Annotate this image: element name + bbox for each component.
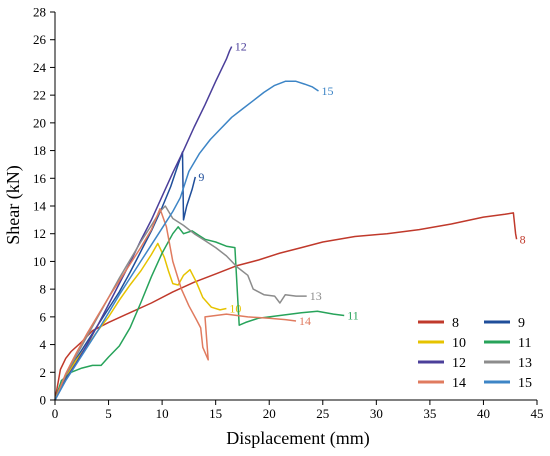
y-axis-title: Shear (kN) bbox=[3, 165, 24, 244]
y-tick-label: 16 bbox=[33, 171, 47, 186]
y-tick-label: 2 bbox=[40, 365, 47, 380]
y-tick-label: 8 bbox=[40, 282, 47, 297]
series-end-label-11: 11 bbox=[347, 308, 359, 322]
x-axis-title: Displacement (mm) bbox=[226, 428, 369, 449]
series-line-14 bbox=[54, 208, 297, 401]
y-tick-label: 20 bbox=[33, 115, 46, 130]
legend-label-14: 14 bbox=[452, 376, 466, 391]
series-layer: 8 9 10 11 12 13 14 15 bbox=[54, 40, 526, 401]
series-line-12 bbox=[54, 46, 233, 401]
x-tick-label: 40 bbox=[477, 406, 490, 421]
y-tick-label: 12 bbox=[33, 226, 46, 241]
axes-layer: 0 5 10 15 20 25 30 35 40 450246810121416182022242… bbox=[33, 5, 544, 422]
y-tick-label: 26 bbox=[33, 32, 47, 47]
x-tick-label: 10 bbox=[156, 406, 169, 421]
series-line-9 bbox=[54, 151, 197, 401]
series-end-label-9: 9 bbox=[198, 170, 204, 184]
series-line-15 bbox=[54, 80, 319, 401]
y-tick-label: 10 bbox=[33, 254, 46, 269]
legend-label-10: 10 bbox=[452, 336, 466, 351]
y-tick-label: 4 bbox=[40, 337, 47, 352]
legend-label-12: 12 bbox=[452, 356, 466, 371]
y-tick-label: 6 bbox=[40, 309, 47, 324]
legend: 8 9 10 11 12 13 14 15 bbox=[418, 316, 532, 391]
series-end-label-13: 13 bbox=[310, 289, 322, 303]
x-tick-label: 25 bbox=[316, 406, 329, 421]
x-tick-label: 15 bbox=[209, 406, 222, 421]
series-end-label-15: 15 bbox=[321, 84, 333, 98]
legend-label-15: 15 bbox=[518, 376, 532, 391]
x-tick-label: 45 bbox=[531, 406, 544, 421]
y-tick-label: 14 bbox=[33, 199, 47, 214]
series-end-label-8: 8 bbox=[520, 232, 526, 246]
series-end-label-10: 10 bbox=[229, 302, 241, 316]
x-tick-label: 5 bbox=[105, 406, 112, 421]
series-end-label-14: 14 bbox=[299, 314, 311, 328]
y-tick-label: 28 bbox=[33, 5, 46, 20]
y-tick-label: 24 bbox=[33, 60, 47, 75]
x-tick-label: 20 bbox=[263, 406, 276, 421]
x-tick-label: 0 bbox=[52, 406, 59, 421]
legend-label-9: 9 bbox=[518, 316, 525, 331]
y-tick-label: 22 bbox=[33, 88, 46, 103]
legend-label-11: 11 bbox=[518, 336, 531, 351]
x-tick-label: 35 bbox=[423, 406, 436, 421]
legend-label-13: 13 bbox=[518, 356, 532, 371]
x-tick-label: 30 bbox=[370, 406, 383, 421]
y-tick-label: 0 bbox=[40, 393, 47, 408]
y-tick-label: 18 bbox=[33, 143, 46, 158]
legend-label-8: 8 bbox=[452, 316, 459, 331]
series-end-label-12: 12 bbox=[235, 40, 247, 54]
